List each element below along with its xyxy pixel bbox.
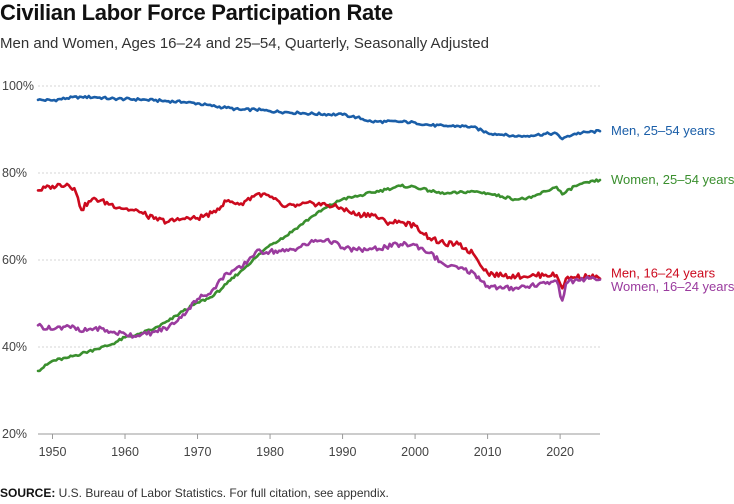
series-label: Women, 25–54 years bbox=[611, 172, 734, 187]
source-note: SOURCE: U.S. Bureau of Labor Statistics.… bbox=[0, 486, 389, 500]
y-tick-label: 20% bbox=[2, 427, 27, 441]
series-line bbox=[36, 94, 602, 141]
series-lines bbox=[36, 94, 602, 373]
source-text: U.S. Bureau of Labor Statistics. For ful… bbox=[55, 486, 389, 500]
line-chart: 20% 40% 60% 80% 100% 1950 1960 1970 1980 1990 200… bbox=[2, 79, 734, 459]
series-line bbox=[36, 237, 602, 339]
x-tick-label: 1980 bbox=[256, 445, 284, 459]
x-tick-label: 2020 bbox=[546, 445, 574, 459]
gridlines bbox=[38, 85, 600, 435]
x-tick-label: 1960 bbox=[111, 445, 139, 459]
x-axis-ticks: 1950 1960 1970 1980 1990 2000 2010 2020 bbox=[39, 434, 574, 459]
x-tick-label: 2010 bbox=[474, 445, 502, 459]
x-tick-label: 1950 bbox=[39, 445, 67, 459]
series-labels: Men, 25–54 years Women, 25–54 years Men, 1… bbox=[611, 123, 734, 294]
series-label: Men, 25–54 years bbox=[611, 123, 716, 138]
series-line bbox=[36, 182, 602, 290]
y-tick-label: 80% bbox=[2, 166, 27, 180]
chart-subtitle: Men and Women, Ages 16–24 and 25–54, Qua… bbox=[0, 35, 489, 52]
y-tick-label: 100% bbox=[2, 79, 34, 93]
y-tick-label: 60% bbox=[2, 253, 27, 267]
series-label: Men, 16–24 years bbox=[611, 265, 716, 280]
y-tick-label: 40% bbox=[2, 340, 27, 354]
series-label: Women, 16–24 years bbox=[611, 279, 734, 294]
y-axis-ticks: 20% 40% 60% 80% 100% bbox=[2, 79, 34, 441]
chart-title: Civilian Labor Force Participation Rate bbox=[0, 0, 393, 25]
x-tick-label: 1970 bbox=[184, 445, 212, 459]
x-tick-label: 1990 bbox=[329, 445, 357, 459]
source-label: SOURCE: bbox=[0, 486, 56, 500]
x-tick-label: 2000 bbox=[401, 445, 429, 459]
